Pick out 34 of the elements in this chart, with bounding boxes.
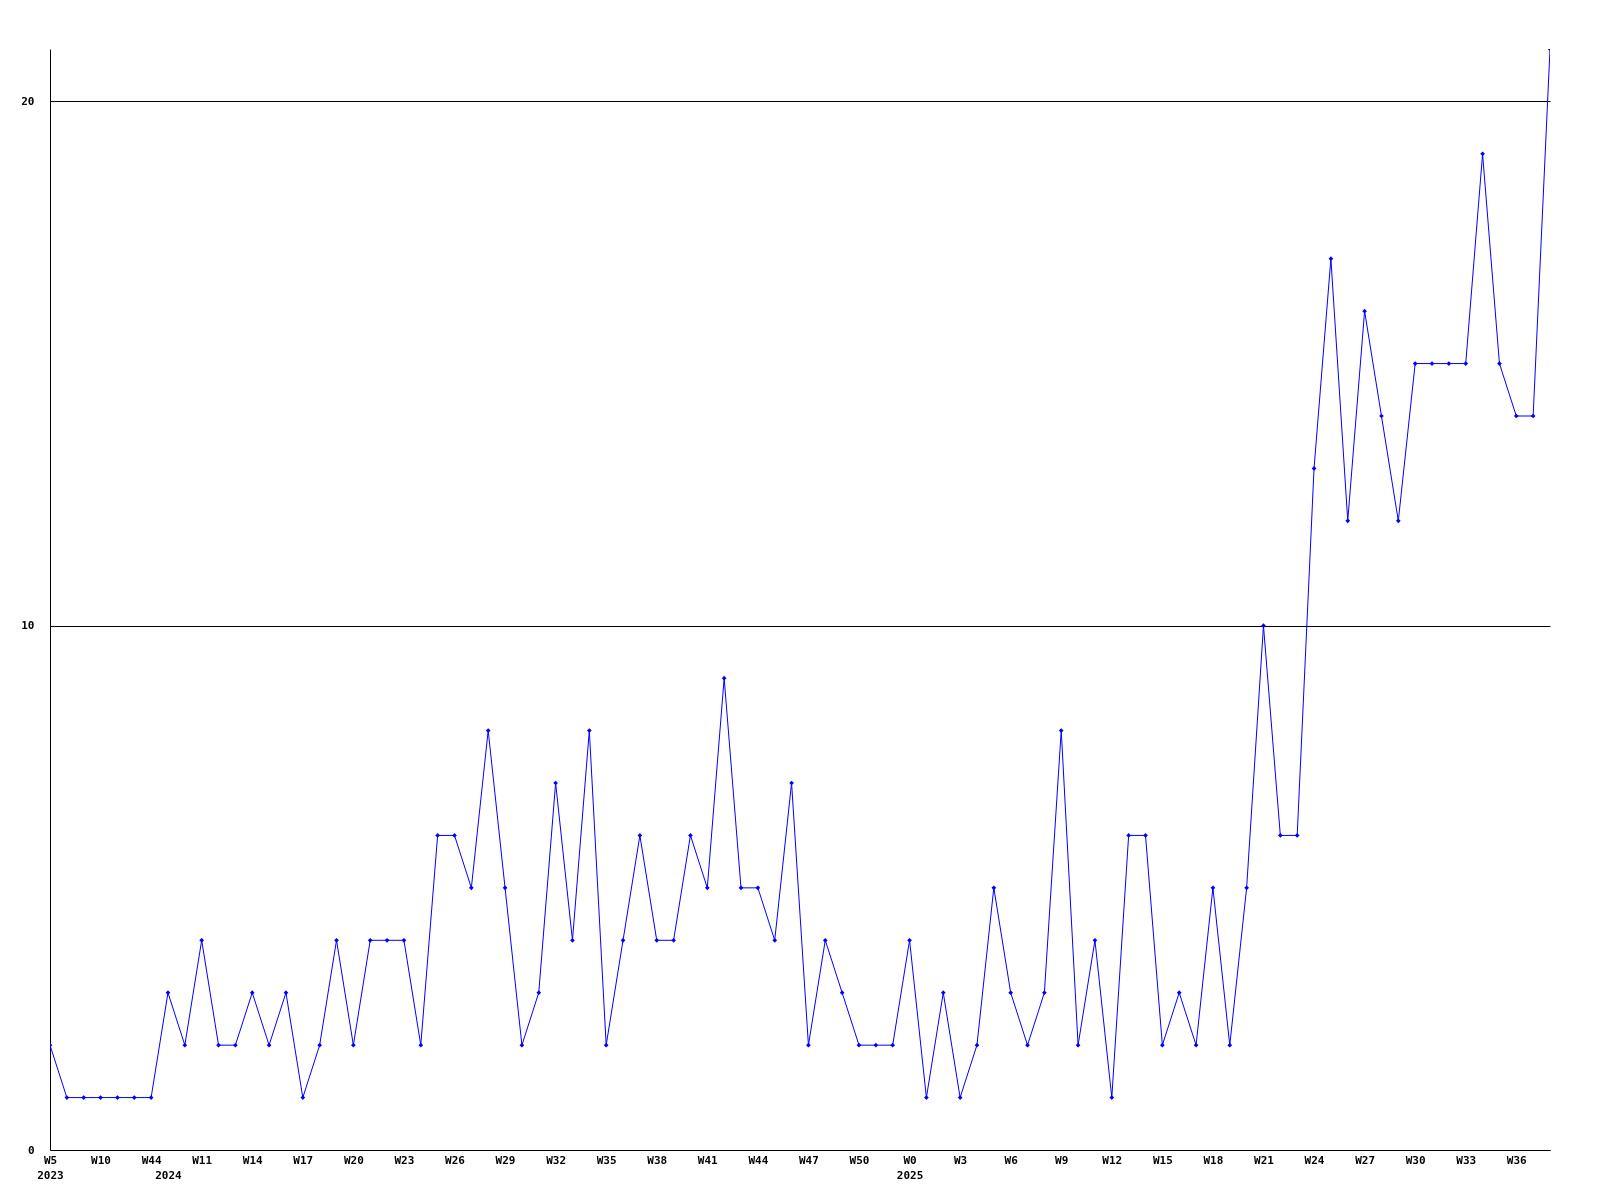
x-tick-label: W3: [953, 1153, 968, 1167]
x-tick-label: W12: [1102, 1153, 1123, 1167]
x-tick-label: W18: [1203, 1153, 1224, 1167]
x-tick-label: W26: [445, 1153, 466, 1167]
x-tick-label: W9: [1055, 1153, 1069, 1167]
y-tick-label: 0: [27, 1143, 35, 1157]
x-tick-label: W44: [748, 1153, 769, 1167]
x-tick-label: W5 2023: [37, 1153, 64, 1182]
x-tick-label: W47: [798, 1153, 819, 1167]
x-tick-label: W10: [91, 1153, 111, 1167]
x-tick-label: W17: [293, 1153, 314, 1167]
x-tick-label: W32: [546, 1153, 567, 1167]
x-tick-label: W41: [697, 1153, 719, 1167]
x-tick-label: W30: [1405, 1153, 1426, 1167]
x-tick-label: W0 2025: [896, 1153, 924, 1182]
x-tick-label: W14: [242, 1153, 264, 1167]
x-tick-label: W33: [1456, 1153, 1477, 1167]
x-tick-label: W6: [1004, 1153, 1019, 1167]
x-tick-label: W38: [647, 1153, 668, 1167]
y-tick-label: 20: [21, 94, 35, 108]
x-tick-label: W23: [394, 1153, 415, 1167]
y-tick-label: 10: [21, 619, 35, 633]
x-tick-label: W35: [596, 1153, 617, 1167]
x-tick-label: W44: [141, 1153, 162, 1167]
x-tick-label: W24: [1304, 1153, 1325, 1167]
x-tick-label: W15: [1152, 1153, 1173, 1167]
x-tick-label: W11: [192, 1153, 213, 1167]
x-tick-label: W29: [495, 1153, 516, 1167]
x-tick-label: 2024: [155, 1168, 183, 1182]
x-tick-label: W50: [849, 1153, 870, 1167]
x-tick-label: W27: [1355, 1153, 1376, 1167]
x-tick-label: W21: [1254, 1153, 1275, 1167]
x-tick-label: W20: [343, 1153, 364, 1167]
x-tick-label: W36: [1506, 1153, 1528, 1167]
